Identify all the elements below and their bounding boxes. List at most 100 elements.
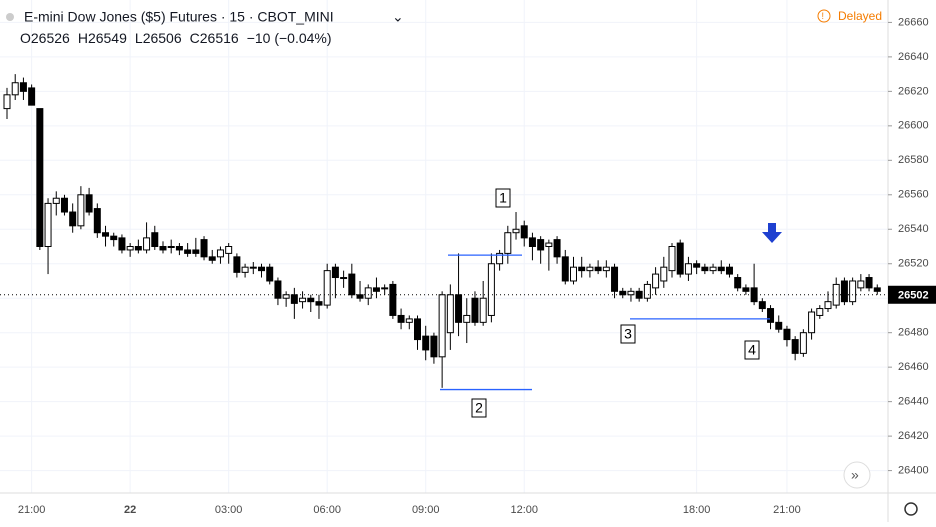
candle bbox=[151, 225, 159, 250]
candle-body bbox=[266, 266, 274, 282]
candle bbox=[857, 274, 865, 292]
candle-body bbox=[225, 246, 233, 254]
candle bbox=[225, 243, 233, 264]
settings-icon[interactable] bbox=[904, 502, 918, 516]
candle bbox=[331, 263, 339, 299]
candle bbox=[307, 294, 315, 313]
ohlc-label: C bbox=[190, 30, 200, 46]
ohlc-value: 26506 bbox=[143, 30, 182, 46]
candle-body bbox=[611, 266, 619, 292]
candle bbox=[479, 280, 487, 326]
annotation-box bbox=[471, 398, 487, 418]
candle-body bbox=[110, 235, 118, 241]
x-tick-label: 22 bbox=[124, 504, 136, 516]
candle-body bbox=[233, 256, 241, 273]
signal-arrow bbox=[762, 223, 782, 243]
candle-body bbox=[19, 82, 27, 92]
candle-body bbox=[274, 280, 282, 299]
candle-body bbox=[816, 308, 824, 316]
y-tick-label: 26480 bbox=[898, 327, 929, 339]
candle bbox=[775, 315, 783, 333]
candle bbox=[767, 305, 775, 330]
candle-body bbox=[652, 273, 660, 289]
y-tick-label: 26400 bbox=[898, 464, 929, 476]
candle bbox=[134, 239, 142, 254]
candle-body bbox=[258, 266, 266, 272]
x-tick-label: 18:00 bbox=[683, 504, 711, 516]
candle bbox=[28, 84, 36, 106]
candle bbox=[758, 298, 766, 313]
candle bbox=[791, 336, 799, 361]
candle-body bbox=[504, 232, 512, 254]
candle bbox=[438, 291, 446, 388]
ohlc-value: 26549 bbox=[88, 30, 127, 46]
candle-body bbox=[11, 82, 19, 96]
candle-body bbox=[422, 335, 430, 351]
candle-body bbox=[184, 249, 192, 254]
y-tick-label: 26640 bbox=[898, 51, 929, 63]
candle-body bbox=[340, 277, 348, 280]
ohlc-label: O bbox=[20, 30, 31, 46]
candle-body bbox=[643, 283, 651, 299]
candle bbox=[340, 270, 348, 288]
candle-body bbox=[126, 246, 134, 251]
scroll-button[interactable] bbox=[843, 461, 871, 489]
candle-body bbox=[364, 287, 372, 299]
candle bbox=[126, 243, 134, 257]
scroll-icon[interactable]: » bbox=[851, 467, 859, 483]
ohlc-value: 26516 bbox=[200, 30, 239, 46]
candle bbox=[216, 246, 224, 264]
candle bbox=[282, 291, 290, 307]
annotation-box bbox=[620, 324, 636, 344]
candle bbox=[586, 263, 594, 278]
ohlc-label: L bbox=[135, 30, 143, 46]
change: −10 (−0.04%) bbox=[247, 30, 332, 46]
candle bbox=[299, 291, 307, 309]
candle-body bbox=[512, 228, 520, 234]
candle bbox=[840, 277, 848, 306]
candle-body bbox=[430, 335, 438, 358]
candle bbox=[734, 274, 742, 292]
candle bbox=[742, 284, 750, 295]
y-tick-label: 26440 bbox=[898, 396, 929, 408]
candle-body bbox=[808, 311, 816, 334]
candle bbox=[175, 243, 183, 256]
candle bbox=[397, 308, 405, 330]
y-tick-label: 26560 bbox=[898, 189, 929, 201]
candle-body bbox=[143, 237, 151, 251]
candle bbox=[668, 243, 676, 278]
candle-body bbox=[208, 256, 216, 261]
title-dropdown[interactable]: ⌄ bbox=[392, 9, 404, 25]
y-tick-label: 26520 bbox=[898, 258, 929, 270]
candle bbox=[709, 263, 717, 275]
x-tick-label: 03:00 bbox=[215, 504, 243, 516]
candle-body bbox=[471, 297, 479, 323]
y-tick-label: 26580 bbox=[898, 154, 929, 166]
candle bbox=[684, 256, 692, 281]
candle-body bbox=[586, 266, 594, 272]
candle bbox=[717, 260, 725, 275]
candle-body bbox=[463, 314, 471, 323]
candle bbox=[200, 236, 208, 261]
candle-body bbox=[331, 266, 339, 279]
candle bbox=[602, 260, 610, 278]
candle-body bbox=[783, 328, 791, 341]
candle-body bbox=[767, 308, 775, 323]
annotation-label: 3 bbox=[624, 326, 632, 342]
candle bbox=[701, 263, 709, 275]
candle bbox=[446, 284, 454, 350]
candle-body bbox=[446, 294, 454, 334]
candle bbox=[69, 203, 77, 233]
candle-body bbox=[537, 239, 545, 251]
collapse-icon[interactable] bbox=[6, 13, 14, 21]
candle-body bbox=[290, 294, 298, 304]
candle bbox=[422, 325, 430, 361]
candle-body bbox=[840, 280, 848, 303]
candle-body bbox=[282, 294, 290, 299]
candle-body bbox=[479, 297, 487, 323]
candle-body bbox=[578, 266, 586, 272]
candle bbox=[323, 263, 331, 309]
